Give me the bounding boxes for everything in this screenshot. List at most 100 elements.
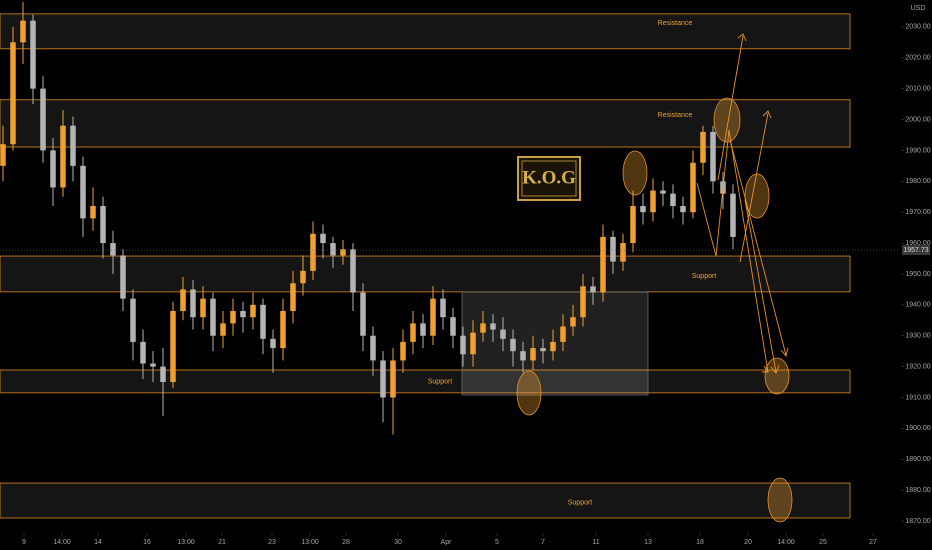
zone-label: Support bbox=[428, 378, 453, 385]
x-tick-label: 14 bbox=[94, 539, 102, 546]
highlight-ellipse bbox=[516, 370, 542, 416]
candle-body bbox=[350, 249, 356, 293]
x-tick-label: 13:00 bbox=[177, 539, 195, 546]
candle-body bbox=[270, 338, 276, 349]
candle-body bbox=[420, 323, 426, 336]
logo-frame bbox=[517, 156, 581, 201]
candle-body bbox=[100, 206, 106, 244]
candle-body bbox=[110, 243, 116, 256]
candle-body bbox=[190, 289, 196, 318]
candle-body bbox=[640, 206, 646, 213]
zone bbox=[0, 255, 851, 293]
x-tick-label: 9 bbox=[22, 539, 26, 546]
projection-arrow bbox=[729, 139, 787, 356]
y-tick-label: 1950.00 bbox=[905, 271, 930, 278]
highlight-ellipse bbox=[713, 97, 741, 143]
candle-body bbox=[530, 348, 536, 361]
x-tick-label: 13 bbox=[644, 539, 652, 546]
y-tick-label: 1990.00 bbox=[905, 147, 930, 154]
x-tick-label: 30 bbox=[394, 539, 402, 546]
y-tick-label: 1970.00 bbox=[905, 209, 930, 216]
candle-body bbox=[360, 292, 366, 336]
candle-body bbox=[380, 360, 386, 398]
candle-body bbox=[690, 162, 696, 213]
candle-body bbox=[590, 286, 596, 293]
zone bbox=[0, 369, 851, 394]
y-tick-label: 1920.00 bbox=[905, 363, 930, 370]
y-tick-label: 1880.00 bbox=[905, 487, 930, 494]
zone-label: Resistance bbox=[658, 20, 693, 27]
candle-body bbox=[610, 236, 616, 262]
candle-body bbox=[280, 311, 286, 349]
candle-body bbox=[390, 360, 396, 398]
x-tick-label: 14:00 bbox=[777, 539, 795, 546]
last-price-tag bbox=[902, 245, 930, 256]
candle-body bbox=[450, 317, 456, 336]
candle-body bbox=[730, 193, 736, 237]
arrow-head bbox=[762, 365, 769, 373]
candle-body bbox=[660, 190, 666, 194]
candle-body bbox=[230, 311, 236, 324]
candle-body bbox=[80, 165, 86, 219]
y-tick-label: 2030.00 bbox=[905, 24, 930, 31]
x-tick-label: 18 bbox=[696, 539, 704, 546]
x-tick-label: 23 bbox=[268, 539, 276, 546]
zone bbox=[0, 482, 851, 519]
arrow-head bbox=[770, 364, 780, 374]
candle-body bbox=[40, 88, 46, 151]
candle-body bbox=[480, 323, 486, 333]
candle-body bbox=[150, 363, 156, 367]
candle-body bbox=[120, 255, 126, 299]
x-tick-label: 25 bbox=[819, 539, 827, 546]
highlight-ellipse bbox=[767, 477, 793, 523]
candle-body bbox=[310, 233, 316, 271]
arrow-head bbox=[762, 110, 772, 119]
candle-body bbox=[160, 366, 166, 383]
y-tick-label: 1930.00 bbox=[905, 333, 930, 340]
candle-body bbox=[220, 323, 226, 336]
x-tick-label: 16 bbox=[143, 539, 151, 546]
candle-body bbox=[550, 341, 556, 352]
candle-body bbox=[670, 193, 676, 207]
candle-body bbox=[90, 206, 96, 219]
y-tick-label: 1870.00 bbox=[905, 518, 930, 525]
candle-body bbox=[10, 42, 16, 145]
candle-body bbox=[130, 298, 136, 342]
y-tick-label: 1890.00 bbox=[905, 456, 930, 463]
candle-body bbox=[700, 131, 706, 163]
y-tick-label: 1980.00 bbox=[905, 178, 930, 185]
candle-body bbox=[710, 131, 716, 182]
highlight-ellipse bbox=[764, 357, 790, 395]
candle-body bbox=[200, 298, 206, 318]
x-tick-label: 27 bbox=[869, 539, 877, 546]
x-tick-label: 14:00 bbox=[53, 539, 71, 546]
zones: Resistance Resistance Support Support Suppor… bbox=[0, 13, 851, 519]
candle-body bbox=[510, 338, 516, 352]
candle-body bbox=[370, 335, 376, 361]
candle-body bbox=[180, 289, 186, 312]
y-tick-label: 1960.00 bbox=[905, 240, 930, 247]
candle-body bbox=[250, 304, 256, 318]
candle-body bbox=[600, 236, 606, 293]
candle-body bbox=[650, 190, 656, 213]
candle-body bbox=[680, 206, 686, 213]
candle-body bbox=[490, 323, 496, 330]
annotations bbox=[696, 33, 789, 374]
zone-label: Support bbox=[692, 273, 717, 280]
projection-arrow bbox=[739, 112, 769, 263]
highlight-ellipse bbox=[744, 173, 770, 219]
zone bbox=[0, 99, 851, 148]
arrow-head bbox=[737, 33, 747, 42]
x-tick-label: 7 bbox=[541, 539, 545, 546]
candle-body bbox=[20, 20, 26, 43]
candle-body bbox=[520, 351, 526, 361]
candle-body bbox=[320, 233, 326, 244]
candle-body bbox=[630, 206, 636, 244]
candle-body bbox=[560, 326, 566, 342]
projection-path bbox=[696, 129, 769, 373]
candle-body bbox=[340, 249, 346, 256]
y-tick-label: 2010.00 bbox=[905, 85, 930, 92]
logo-text: K.O.G bbox=[522, 167, 576, 188]
